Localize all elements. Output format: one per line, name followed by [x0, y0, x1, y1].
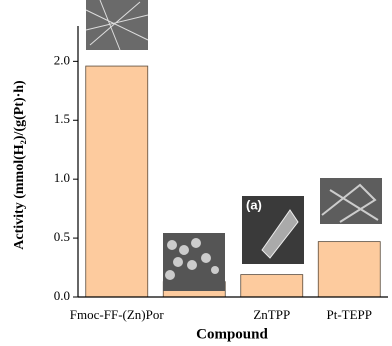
y-tick-label: 1.0	[54, 170, 70, 185]
bar	[317, 241, 381, 298]
bar	[85, 65, 149, 298]
bar	[240, 274, 304, 298]
sem-insets: (a)	[85, 0, 382, 291]
x-tick-label: Pt-TEPP	[326, 307, 372, 322]
inset-texture	[261, 209, 299, 259]
y-tick-label: 1.5	[54, 111, 70, 126]
y-tick-label: 2.0	[54, 52, 70, 67]
annotation: (a)	[246, 197, 262, 212]
inset-texture	[85, 0, 149, 51]
y-axis-label: Activity (mmol(H₂)/(g(Pt)·h)	[12, 80, 27, 250]
y-tick-label: 0.0	[54, 288, 70, 303]
x-axis-label: Compound	[196, 326, 268, 342]
x-tick-label: ZnTPP	[253, 307, 290, 322]
inset-texture	[321, 183, 379, 223]
y-tick-label: 0.5	[54, 229, 70, 244]
x-tick-label: Fmoc-FF-(Zn)Por	[70, 307, 165, 322]
inset-texture	[165, 238, 219, 280]
